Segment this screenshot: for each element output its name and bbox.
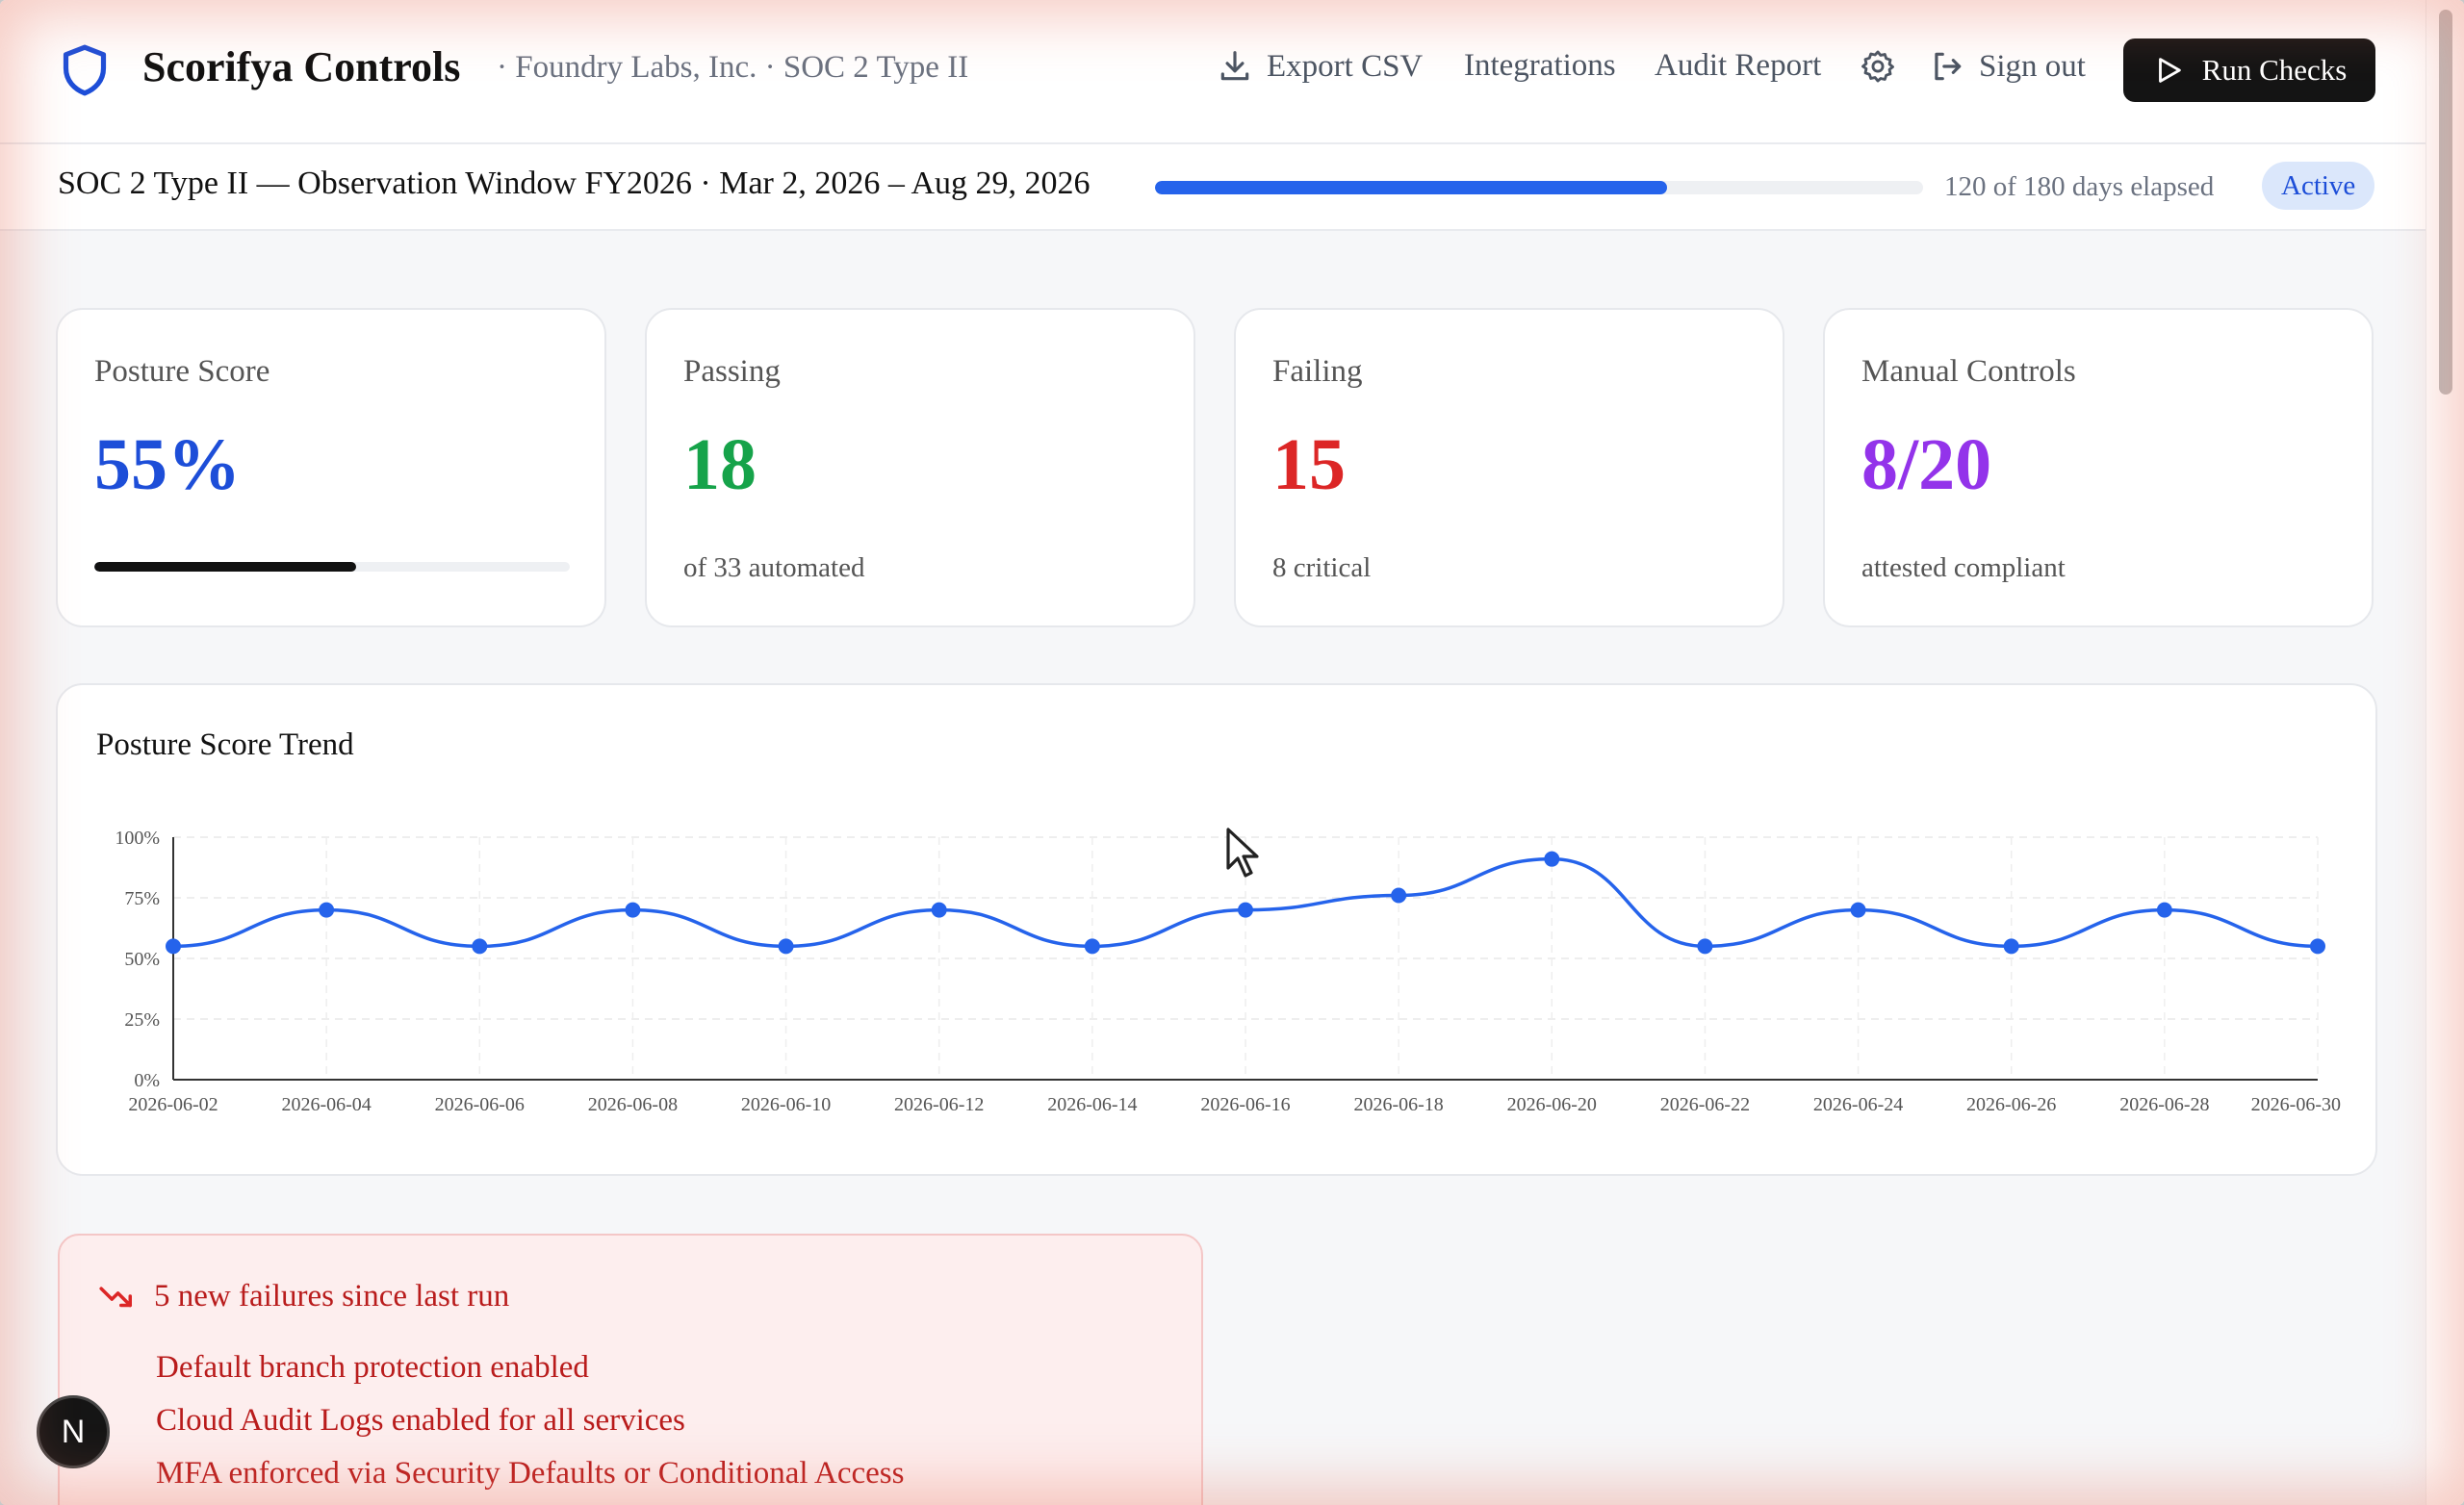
x-tick-label: 2026-06-24	[1813, 1094, 1903, 1115]
export-csv-label: Export CSV	[1267, 48, 1424, 84]
status-badge: Active	[2262, 162, 2375, 210]
data-point	[1850, 902, 1866, 918]
posture-trend-chart: 0% 25% 50% 75% 100% 2026-06-02 2026-06-04 2026-…	[115, 828, 2341, 1115]
download-icon	[1220, 51, 1249, 81]
y-tick-label: 25%	[124, 1009, 160, 1031]
x-tick-label: 2026-06-06	[435, 1094, 525, 1115]
observation-title: SOC 2 Type II — Observation Window FY202…	[58, 166, 1091, 201]
sign-out-label: Sign out	[1979, 48, 2086, 84]
run-checks-label: Run Checks	[2201, 53, 2348, 87]
data-point	[1084, 938, 1100, 955]
data-point	[2156, 902, 2172, 918]
card-subtext: of 33 automated	[683, 552, 865, 583]
data-point	[625, 902, 641, 918]
data-point	[2003, 938, 2019, 955]
export-csv-button[interactable]: Export CSV	[1217, 48, 1423, 85]
chart-title: Posture Score Trend	[96, 727, 354, 762]
sign-out-button[interactable]: Sign out	[1929, 48, 2086, 85]
card-label: Passing	[683, 354, 781, 389]
posture-score-bar-fill	[94, 562, 356, 572]
card-label: Failing	[1272, 354, 1363, 389]
x-tick-label: 2026-06-16	[1200, 1094, 1290, 1115]
shield-icon	[63, 44, 107, 96]
data-point	[166, 938, 181, 955]
y-tick-label: 50%	[124, 949, 160, 970]
x-tick-label: 2026-06-20	[1507, 1094, 1597, 1115]
data-point	[1238, 902, 1253, 918]
card-subtext: attested compliant	[1861, 552, 2066, 583]
mouse-cursor-icon	[1226, 828, 1259, 878]
x-tick-label: 2026-06-12	[894, 1094, 984, 1115]
data-point	[931, 902, 947, 918]
y-tick-label: 100%	[115, 828, 160, 849]
x-tick-label: 2026-06-04	[281, 1094, 371, 1115]
sign-out-icon	[1935, 52, 1962, 81]
data-point	[1391, 887, 1407, 904]
failing-value: 15	[1272, 424, 1346, 505]
x-tick-label: 2026-06-08	[588, 1094, 678, 1115]
x-tick-label: 2026-06-18	[1353, 1094, 1443, 1115]
data-point	[1697, 938, 1713, 955]
brand-name: Scorifya Controls	[142, 43, 461, 90]
integrations-label: Integrations	[1464, 48, 1616, 83]
y-tick-label: 75%	[124, 888, 160, 909]
x-tick-label: 2026-06-02	[128, 1094, 218, 1115]
play-icon	[2158, 58, 2181, 83]
data-point	[778, 938, 794, 955]
brand-subtitle: · Foundry Labs, Inc. · SOC 2 Type II	[497, 50, 969, 85]
x-tick-label: 2026-06-14	[1047, 1094, 1137, 1115]
data-point	[319, 902, 335, 918]
failure-list: Default branch protection enabled Cloud …	[156, 1341, 904, 1500]
failure-item[interactable]: Default branch protection enabled	[156, 1350, 589, 1385]
data-point	[1544, 851, 1560, 867]
audit-report-label: Audit Report	[1655, 48, 1822, 83]
data-point	[472, 938, 488, 955]
settings-button[interactable]	[1860, 48, 1896, 85]
posture-score-value: 55%	[94, 424, 241, 505]
new-failures-alert: 5 new failures since last run Default br…	[58, 1234, 1203, 1505]
card-label: Posture Score	[94, 354, 270, 389]
x-tick-label: 2026-06-30	[2251, 1094, 2341, 1115]
y-tick-label: 0%	[134, 1070, 160, 1091]
dev-tools-badge[interactable]: N	[37, 1395, 110, 1468]
failure-item[interactable]: MFA enforced via Security Defaults or Co…	[156, 1456, 905, 1491]
audit-report-link[interactable]: Audit Report	[1655, 48, 1821, 84]
x-tick-label: 2026-06-28	[2119, 1094, 2209, 1115]
scrollbar-thumb[interactable]	[2439, 10, 2452, 395]
integrations-link[interactable]: Integrations	[1464, 48, 1616, 84]
observation-window-bar: SOC 2 Type II — Observation Window FY202…	[0, 144, 2426, 231]
manual-controls-card: Manual Controls 8/20 attested compliant	[1823, 308, 2374, 627]
alert-title: 5 new failures since last run	[154, 1278, 510, 1314]
x-tick-label: 2026-06-22	[1660, 1094, 1750, 1115]
days-elapsed: 120 of 180 days elapsed	[1944, 171, 2215, 202]
top-header: Scorifya Controls · Foundry Labs, Inc. ·…	[0, 0, 2426, 144]
data-point	[2310, 938, 2325, 955]
posture-score-card: Posture Score 55%	[56, 308, 606, 627]
passing-card: Passing 18 of 33 automated	[645, 308, 1195, 627]
failing-card: Failing 15 8 critical	[1234, 308, 1784, 627]
gear-icon	[1861, 50, 1894, 83]
passing-value: 18	[683, 424, 757, 505]
x-tick-label: 2026-06-26	[1966, 1094, 2056, 1115]
card-subtext: 8 critical	[1272, 552, 1372, 583]
manual-controls-value: 8/20	[1861, 424, 1992, 505]
observation-progress	[1155, 181, 1923, 194]
trending-down-icon	[99, 1287, 132, 1308]
failure-item[interactable]: Cloud Audit Logs enabled for all service…	[156, 1403, 685, 1438]
posture-trend-card: Posture Score Trend 0% 25% 50% 75% 100% 2026-…	[56, 683, 2377, 1176]
posture-score-bar	[94, 562, 570, 572]
observation-progress-fill	[1155, 181, 1668, 194]
card-label: Manual Controls	[1861, 354, 2076, 389]
x-tick-label: 2026-06-10	[741, 1094, 831, 1115]
alert-header: 5 new failures since last run	[98, 1278, 509, 1314]
run-checks-button[interactable]: Run Checks	[2123, 38, 2375, 102]
